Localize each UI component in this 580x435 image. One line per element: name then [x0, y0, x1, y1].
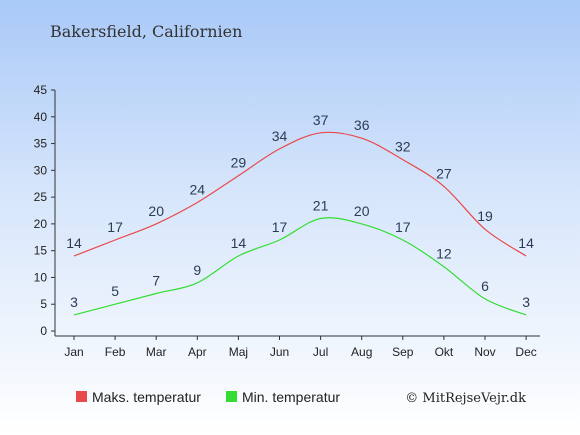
credit-text[interactable]: © MitRejseVejr.dk: [405, 391, 526, 406]
data-label: 6: [481, 278, 489, 294]
data-label: 17: [272, 219, 288, 235]
data-label: 37: [313, 112, 329, 128]
data-label: 29: [231, 155, 247, 171]
x-tick-label: Maj: [229, 345, 248, 359]
x-tick-label: Jan: [64, 345, 83, 359]
data-label: 34: [272, 128, 288, 144]
data-label: 20: [148, 203, 164, 219]
data-label: 14: [231, 235, 247, 251]
data-label: 20: [354, 203, 370, 219]
data-label: 12: [436, 246, 452, 262]
x-tick-label: Jun: [270, 345, 289, 359]
y-tick-label: 20: [34, 217, 48, 231]
y-tick-label: 35: [34, 137, 48, 151]
y-tick-label: 45: [34, 83, 48, 97]
data-label: 21: [313, 198, 329, 214]
data-label: 27: [436, 165, 452, 181]
series-line-max: [73, 131, 527, 257]
data-label: 3: [522, 294, 530, 310]
data-label: 7: [152, 273, 160, 289]
chart-title: Bakersfield, Californien: [50, 22, 242, 41]
legend: Maks. temperatur Min. temperatur: [76, 389, 340, 405]
data-label: 36: [354, 117, 370, 133]
data-label: 17: [107, 219, 123, 235]
data-label: 3: [70, 294, 78, 310]
data-label: 5: [111, 283, 119, 299]
x-tick-label: Dec: [515, 345, 536, 359]
legend-label-max: Maks. temperatur: [92, 389, 201, 405]
data-label: 14: [518, 235, 534, 251]
data-label: 32: [395, 139, 411, 155]
y-tick-label: 40: [34, 110, 48, 124]
y-tick-label: 25: [34, 190, 48, 204]
x-tick-label: Nov: [474, 345, 495, 359]
y-tick-label: 30: [34, 163, 48, 177]
data-label: 24: [190, 181, 206, 197]
series-lines: [73, 131, 527, 316]
x-tick-label: Apr: [188, 345, 207, 359]
data-label: 9: [193, 262, 201, 278]
x-tick-label: Okt: [435, 345, 454, 359]
x-tick-label: Sep: [392, 345, 414, 359]
legend-label-min: Min. temperatur: [242, 389, 340, 405]
x-tick-label: Feb: [105, 345, 126, 359]
y-tick-label: 15: [34, 244, 48, 258]
y-tick-label: 10: [34, 270, 48, 284]
x-tick-label: Jul: [313, 345, 328, 359]
x-tick-label: Mar: [146, 345, 167, 359]
series-line-min: [73, 217, 527, 316]
data-label: 14: [66, 235, 82, 251]
y-tick-label: 5: [40, 297, 47, 311]
data-label: 17: [395, 219, 411, 235]
x-tick-label: Aug: [351, 345, 372, 359]
legend-swatch-max: [76, 391, 87, 402]
data-label: 19: [477, 208, 493, 224]
y-tick-label: 0: [40, 324, 47, 338]
legend-swatch-min: [226, 391, 237, 402]
